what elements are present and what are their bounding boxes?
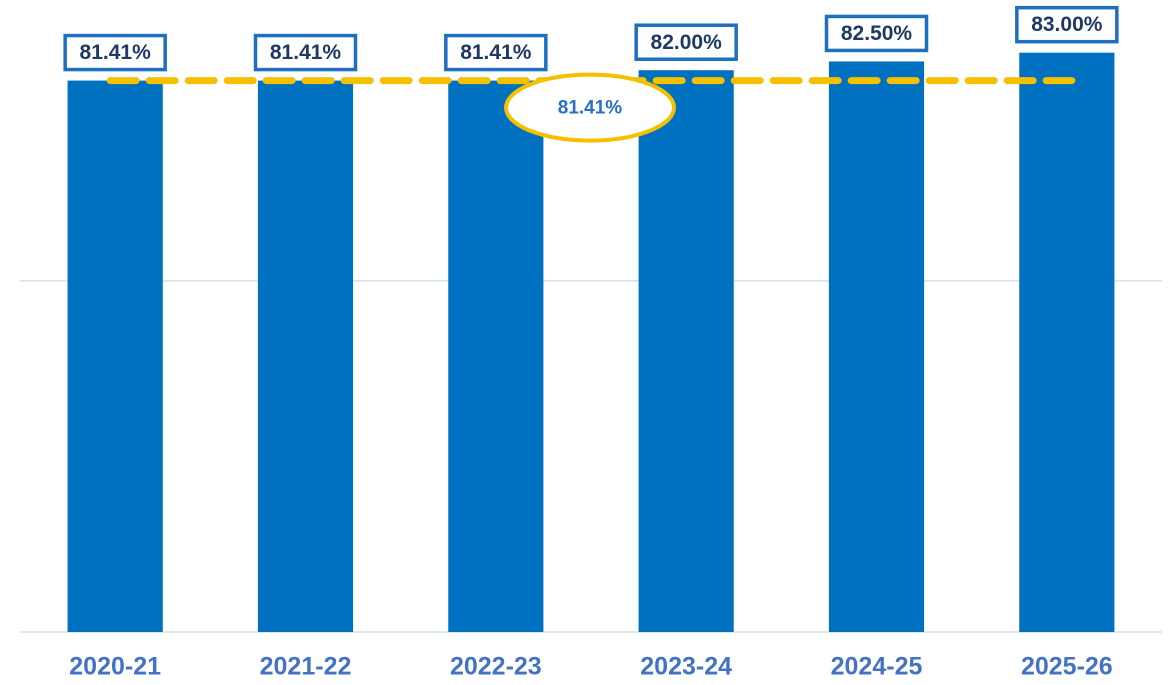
- data-label: 83.00%: [1031, 13, 1103, 36]
- bar: [448, 80, 544, 632]
- data-label-box: [444, 33, 548, 72]
- data-label: 81.41%: [460, 41, 532, 64]
- x-tick-label: 2023-24: [640, 653, 732, 681]
- bar: [67, 80, 163, 632]
- bar: [828, 61, 925, 632]
- data-label-box: [1015, 5, 1119, 44]
- reference-label: 81.41%: [558, 98, 623, 119]
- data-label-box: [63, 33, 167, 72]
- x-tick-label: 2025-26: [1021, 653, 1113, 681]
- bar: [257, 80, 354, 632]
- data-label: 82.00%: [651, 31, 723, 54]
- data-label: 82.50%: [841, 22, 913, 45]
- data-label: 81.41%: [80, 41, 152, 64]
- x-tick-label: 2020-21: [69, 653, 161, 681]
- data-label-box: [824, 14, 929, 53]
- data-label-box: [253, 33, 358, 72]
- bar: [638, 70, 734, 632]
- x-tick-label: 2021-22: [260, 653, 352, 681]
- x-tick-label: 2022-23: [450, 653, 542, 681]
- data-label: 81.41%: [270, 41, 342, 64]
- bar: [1019, 52, 1115, 632]
- reference-label-bubble: [504, 72, 676, 143]
- data-label-box: [634, 23, 738, 61]
- x-tick-label: 2024-25: [831, 653, 923, 681]
